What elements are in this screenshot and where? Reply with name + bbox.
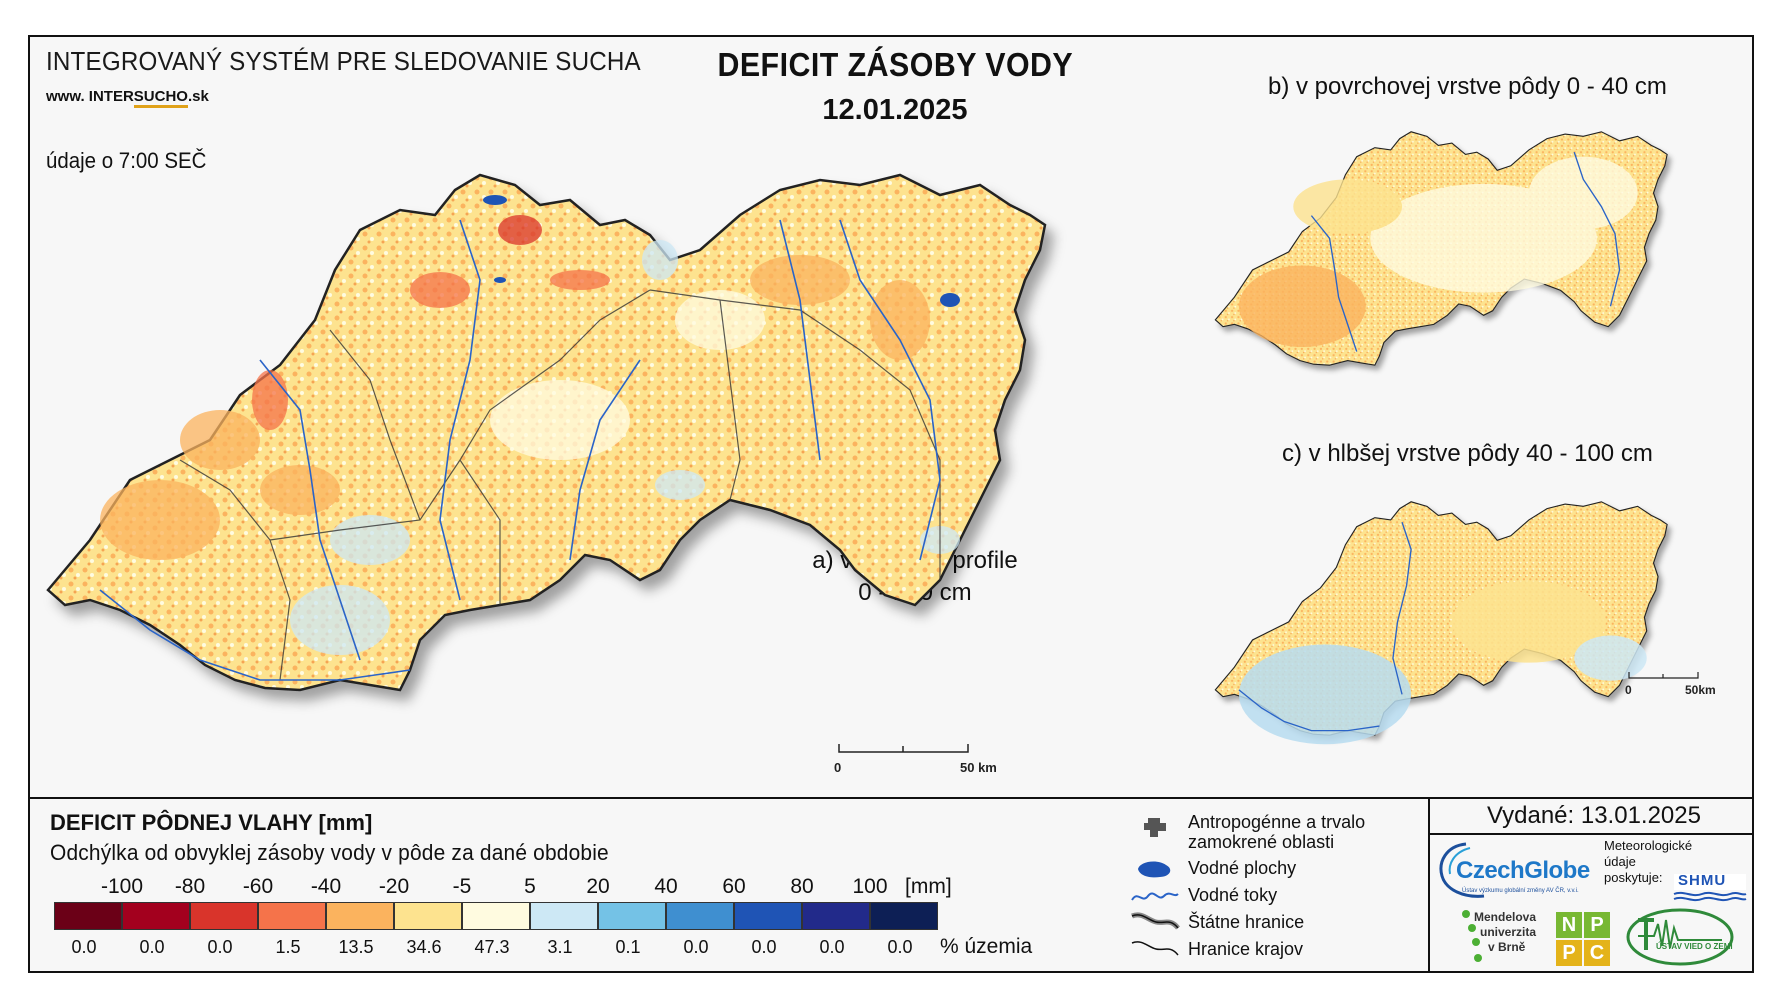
- state-border-label: Štátne hranice: [1188, 912, 1305, 932]
- legend-swatch: [258, 902, 326, 930]
- main-scale-zero: 0: [834, 760, 842, 775]
- czechglobe-text: CzechGlobe: [1456, 857, 1590, 884]
- issued-separator: [1428, 833, 1754, 835]
- region-border-icon: [1131, 941, 1179, 956]
- legend-swatch: [530, 902, 598, 930]
- legend-tick: -5: [452, 875, 472, 898]
- uvz-logo[interactable]: [1624, 906, 1736, 968]
- legend-tick: 100: [852, 875, 888, 898]
- legend-percentage: 3.1: [547, 937, 573, 957]
- legend-separator: [28, 797, 1754, 799]
- legend-tick: -60: [242, 875, 274, 898]
- uvz-text: ÚSTAV VIED O ZEMI: [1656, 942, 1733, 951]
- legend-swatch: [802, 902, 870, 930]
- small-scale-zero: 0: [1625, 683, 1632, 697]
- legend-swatch: [666, 902, 734, 930]
- legend-percentage: 0.0: [139, 937, 165, 957]
- legend-tick: -80: [174, 875, 206, 898]
- legend-swatch: [462, 902, 530, 930]
- mendel-logo-dots: [1462, 910, 1482, 962]
- legend-tick: -40: [310, 875, 342, 898]
- legend-percentage: 0.1: [615, 937, 641, 957]
- meteo-provider-note: Meteorologické údaje poskytuje:: [1604, 838, 1693, 885]
- legend-percentage: 1.5: [275, 937, 301, 957]
- legend-unit: [mm]: [905, 875, 952, 898]
- issued-date: Vydané: 13.01.2025: [1487, 802, 1701, 829]
- map-b-label: b) v povrchovej vrstve pôdy 0 - 40 cm: [1268, 73, 1667, 100]
- water-body-icon: [1138, 861, 1171, 878]
- website-link[interactable]: www. INTERSUCHO.sk: [46, 88, 209, 108]
- legend-tick: 40: [654, 875, 678, 898]
- legend-percentage: 0.0: [683, 937, 709, 957]
- czechglobe-subtitle: Ústav výzkumu globální změny AV ČR, v.v.…: [1462, 888, 1579, 894]
- anthropogenic-area-icon: [1144, 818, 1166, 837]
- region-border-label: Hranice krajov: [1188, 939, 1304, 959]
- water-bodies-label: Vodné plochy: [1188, 858, 1297, 878]
- legend-percentage: 13.5: [338, 937, 374, 957]
- map-c-label: c) v hlbšej vrstve pôdy 40 - 100 cm: [1282, 440, 1653, 467]
- legend-swatch: [326, 902, 394, 930]
- percent-unit: % územia: [940, 935, 1033, 958]
- legend-percentage: 0.0: [819, 937, 845, 957]
- legend-tick: 20: [586, 875, 610, 898]
- main-scale-fifty: 50 km: [960, 760, 997, 775]
- anthropogenic-label: Antropogénne a trvalo zamokrené oblasti: [1188, 812, 1366, 852]
- legend-percentage: 0.0: [751, 937, 777, 957]
- legend-percentage: 0.0: [887, 937, 913, 957]
- czechglobe-logo[interactable]: [1436, 838, 1604, 904]
- shmu-text: SHMU: [1678, 872, 1727, 889]
- mendel-university-text: Mendelova univerzita v Brně: [1474, 910, 1537, 954]
- river-icon: [1131, 892, 1179, 901]
- legend-tick: 80: [790, 875, 814, 898]
- legend-swatch: [54, 902, 122, 930]
- legend-percentage: 0.0: [207, 937, 233, 957]
- legend-percentage: 47.3: [474, 937, 510, 957]
- legend-swatch: [598, 902, 666, 930]
- legend-swatch: [394, 902, 462, 930]
- state-border-icon: [1131, 912, 1180, 930]
- legend-tick: 5: [524, 875, 536, 898]
- legend-title: DEFICIT PÔDNEJ VLAHY [mm]: [50, 810, 373, 835]
- surface-layer-map: [1210, 125, 1730, 415]
- legend-tick: -100: [100, 875, 144, 898]
- main-date: 12.01.2025: [822, 94, 968, 126]
- main-deficit-map: [46, 173, 1047, 692]
- legend-tick: -20: [378, 875, 410, 898]
- nppc-logo[interactable]: N P P C: [1556, 912, 1610, 966]
- data-time-note: údaje o 7:00 SEČ: [46, 148, 207, 173]
- rivers-label: Vodné toky: [1188, 885, 1278, 905]
- legend-swatch: [870, 902, 938, 930]
- legend-percentage: 34.6: [406, 937, 442, 957]
- legend-swatch: [122, 902, 190, 930]
- legend-tick: 60: [722, 875, 746, 898]
- system-title: INTEGROVANÝ SYSTÉM PRE SLEDOVANIE SUCHA: [46, 46, 641, 76]
- legend-subtitle: Odchýlka od obvyklej zásoby vody v pôde …: [50, 840, 609, 865]
- shmu-logo[interactable]: [1672, 872, 1748, 904]
- legend-swatch: [734, 902, 802, 930]
- small-scale-bar: [1628, 672, 1699, 679]
- small-scale-fifty: 50km: [1685, 683, 1716, 697]
- legend-percentage: 0.0: [71, 937, 97, 957]
- footer-separator: [1428, 797, 1430, 973]
- legend-swatch: [190, 902, 258, 930]
- main-scale-bar: [838, 744, 969, 753]
- deep-layer-map: [1210, 495, 1730, 745]
